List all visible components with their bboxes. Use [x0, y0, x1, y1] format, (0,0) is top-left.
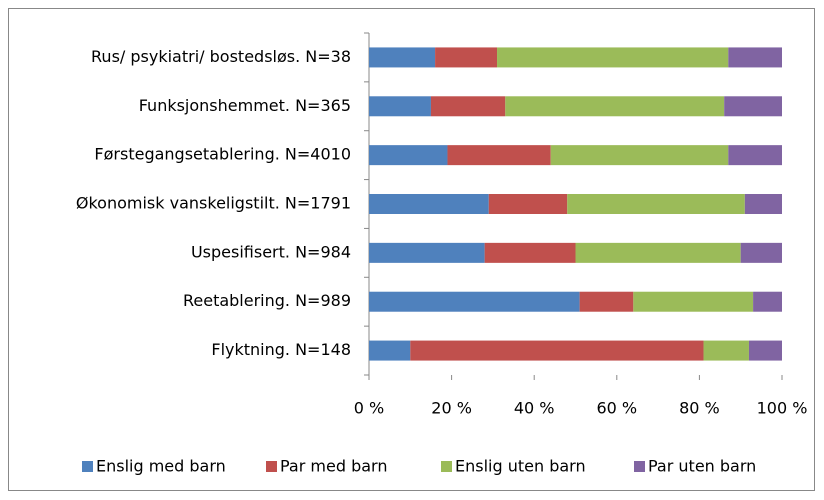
legend-swatch — [266, 461, 277, 472]
x-tick-label: 20 % — [431, 399, 472, 418]
bar-segment — [488, 194, 568, 214]
bar-segment — [369, 194, 489, 214]
bar-segment — [724, 96, 782, 117]
bar-segment — [567, 194, 745, 214]
bar-segment — [369, 96, 431, 117]
bar-segment — [369, 47, 436, 68]
bar-segment — [703, 340, 749, 361]
bar-segment — [369, 291, 580, 312]
bar-segment — [748, 340, 782, 361]
bar-segment — [579, 291, 634, 312]
x-tick-label: 0 % — [354, 399, 384, 418]
bar-segment — [497, 47, 729, 68]
y-tick-label: Uspesifisert. N=984 — [191, 242, 351, 261]
bar-segment — [728, 145, 782, 166]
legend-label: Enslig uten barn — [455, 457, 586, 476]
y-tick-label: Førstegangsetablering. N=4010 — [94, 145, 351, 164]
bar-segment — [728, 47, 782, 68]
y-tick-label: Økonomisk vanskeligstilt. N=1791 — [76, 194, 351, 213]
legend-swatch — [441, 461, 452, 472]
legend-label: Enslig med barn — [96, 457, 226, 476]
y-tick-label: Funksjonshemmet. N=365 — [139, 96, 351, 115]
bar-segment — [369, 340, 411, 361]
bar-segment — [633, 291, 754, 312]
bar-segment — [435, 47, 498, 68]
y-tick-label: Flyktning. N=148 — [211, 340, 351, 359]
x-tick-label: 80 % — [679, 399, 720, 418]
x-tick-label: 40 % — [514, 399, 555, 418]
bar-segment — [753, 291, 782, 312]
bar-segment — [369, 145, 448, 166]
x-tick-label: 100 % — [757, 399, 808, 418]
x-tick-label: 60 % — [596, 399, 637, 418]
y-tick-label: Rus/ psykiatri/ bostedsløs. N=38 — [91, 47, 351, 66]
bar-segment — [369, 242, 485, 263]
legend-label: Par uten barn — [648, 457, 756, 476]
bar-segment — [447, 145, 551, 166]
bar-segment — [550, 145, 729, 166]
bar-segment — [740, 242, 782, 263]
legend-swatch — [82, 461, 93, 472]
y-tick-label: Reetablering. N=989 — [183, 291, 351, 310]
bar-segment — [484, 242, 576, 263]
bar-segment — [410, 340, 704, 361]
legend-label: Par med barn — [280, 457, 387, 476]
bar-segment — [575, 242, 741, 263]
bar-segment — [744, 194, 782, 214]
bar-segment — [505, 96, 725, 117]
bar-segment — [430, 96, 506, 117]
legend-swatch — [634, 461, 645, 472]
